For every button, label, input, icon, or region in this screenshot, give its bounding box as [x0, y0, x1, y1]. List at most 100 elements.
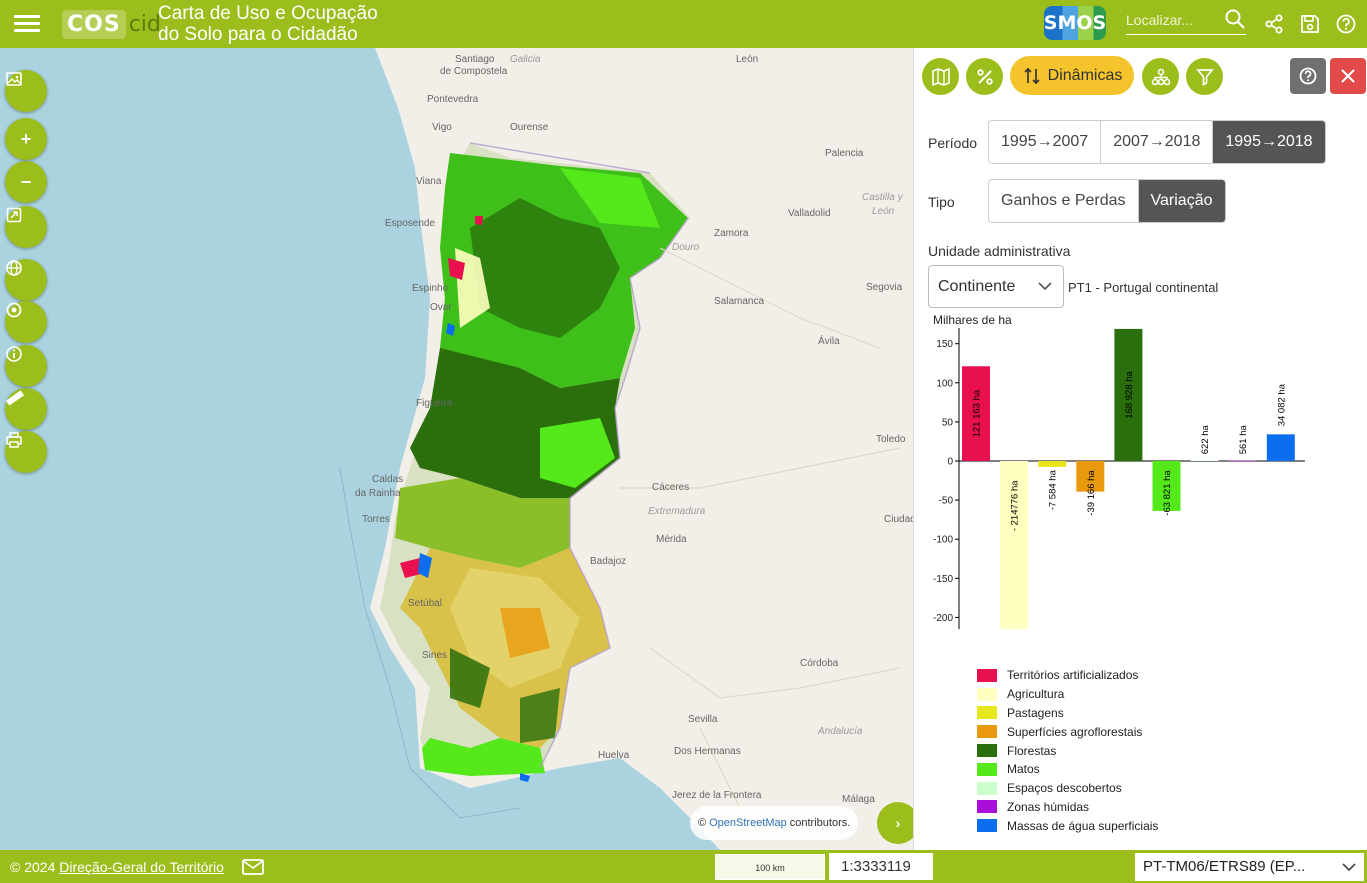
legend-swatch: [977, 725, 997, 739]
periodo-option-active[interactable]: 1995→2018: [1213, 121, 1325, 163]
zoom-in-button[interactable]: +: [5, 118, 47, 160]
legend-item: Massas de água superficiais: [977, 816, 1158, 835]
dynamics-panel: Dinâmicas Período 1995→2007 2007→2018 19…: [913, 48, 1367, 850]
zoom-in-icon: +: [20, 128, 32, 149]
help-icon: [1299, 67, 1317, 85]
footer: © 2024 Direção-Geral do Território 100 k…: [0, 850, 1367, 883]
filter-icon: [1195, 68, 1214, 86]
hierarchy-button[interactable]: [1142, 58, 1179, 95]
bar-territ-rios-artificializados: [962, 366, 990, 461]
tipo-option-active[interactable]: Variação: [1138, 180, 1225, 222]
globe-button[interactable]: [5, 259, 47, 301]
data-label: 561 ha: [1238, 425, 1249, 455]
data-label: 168 928 ha: [1124, 370, 1135, 418]
info-button[interactable]: [5, 345, 47, 387]
chart-legend: Territórios artificializados Agricultura P…: [977, 666, 1158, 835]
map-canvas[interactable]: [0, 48, 913, 850]
zoom-out-button[interactable]: −: [5, 161, 47, 203]
periodo-option[interactable]: 2007→2018: [1101, 121, 1214, 163]
app-title: Carta de Uso e Ocupação do Solo para o C…: [158, 3, 378, 45]
image-icon: [6, 72, 22, 86]
data-label: 121 163 ha: [972, 389, 983, 437]
map-attribution: © OpenStreetMap contributors.: [690, 806, 859, 840]
dinamicas-tab[interactable]: Dinâmicas: [1010, 56, 1134, 95]
app-title-line1: Carta de Uso e Ocupação: [158, 3, 378, 24]
map-label: da Rainha: [355, 488, 401, 499]
share-icon[interactable]: [1263, 13, 1285, 35]
map-label: León: [736, 54, 759, 65]
unidade-label: Unidade administrativa: [928, 243, 1071, 259]
periodo-selector: 1995→2007 2007→2018 1995→2018: [988, 120, 1326, 164]
filter-button[interactable]: [1186, 58, 1223, 95]
bar-massas-de-gua-superficiais: [1266, 434, 1295, 461]
y-tick-label: 150: [936, 339, 953, 350]
smos-logo[interactable]: SMOS: [1044, 6, 1106, 40]
expand-button[interactable]: ›: [877, 802, 913, 844]
panel-help-button[interactable]: [1290, 58, 1326, 94]
data-label: -7 584 ha: [1048, 469, 1059, 510]
locate-button[interactable]: [5, 301, 47, 343]
copyright-text: © 2024: [10, 859, 56, 875]
map-view[interactable]: Santiago de Compostela Galicia Pontevedr…: [0, 48, 913, 850]
map-label: Mérida: [656, 534, 687, 545]
app-logo[interactable]: COS cid: [62, 4, 161, 44]
y-tick-label: -200: [933, 613, 953, 624]
map-label: Espinho: [412, 283, 449, 294]
logo-main: COS: [62, 9, 126, 39]
periodo-option[interactable]: 1995→2007: [989, 121, 1102, 163]
data-label: - 214776 ha: [1010, 480, 1021, 531]
map-layers-button[interactable]: [922, 58, 959, 95]
map-label: Torres: [362, 514, 390, 525]
map-label: de Compostela: [440, 66, 508, 77]
chevron-right-icon: ›: [895, 815, 901, 831]
map-label: Pontevedra: [427, 94, 479, 105]
search-icon[interactable]: [1224, 8, 1246, 30]
unidade-select[interactable]: Continente: [928, 265, 1064, 308]
search-box: [1126, 8, 1246, 35]
legend-swatch: [977, 706, 997, 720]
legend-swatch: [977, 762, 997, 776]
statistics-button[interactable]: [966, 58, 1003, 95]
map-label: Andalucía: [818, 726, 863, 737]
search-input[interactable]: [1126, 8, 1221, 32]
legend-swatch: [977, 744, 997, 758]
measure-button[interactable]: [5, 388, 47, 430]
print-button[interactable]: [5, 431, 47, 473]
legend-swatch: [977, 781, 997, 795]
save-icon[interactable]: [1299, 13, 1321, 35]
basemap-button[interactable]: [5, 70, 47, 112]
scale-value[interactable]: 1:3333119: [829, 853, 933, 880]
bar-espa-os-descobertos: [1190, 460, 1219, 462]
tipo-option[interactable]: Ganhos e Perdas: [989, 180, 1139, 222]
org-link[interactable]: Direção-Geral do Território: [59, 859, 224, 875]
app-title-line2: do Solo para o Cidadão: [158, 24, 358, 45]
logo-sub: cid: [128, 11, 161, 37]
fullscreen-button[interactable]: [5, 206, 47, 248]
map-label: Badajoz: [590, 556, 627, 567]
map-label: Cáceres: [652, 482, 690, 493]
mail-icon[interactable]: [242, 859, 264, 875]
bar-florestas: [1114, 328, 1143, 461]
data-label: -39 166 ha: [1086, 470, 1097, 516]
scale-bar: 100 km: [715, 854, 825, 880]
map-label: Caldas: [372, 474, 404, 485]
menu-icon[interactable]: [14, 12, 40, 36]
legend-swatch: [977, 800, 997, 814]
attribution-prefix: ©: [698, 817, 707, 829]
data-label: -63 821 ha: [1162, 470, 1173, 516]
legend-item: Agricultura: [977, 685, 1158, 704]
projection-select[interactable]: PT-TM06/ETRS89 (EP...: [1135, 853, 1364, 881]
map-label: León: [872, 206, 895, 217]
help-icon[interactable]: [1335, 13, 1357, 35]
map-label: Esposende: [385, 218, 436, 229]
panel-close-button[interactable]: [1330, 58, 1366, 94]
y-tick-label: 0: [947, 457, 953, 468]
osm-link[interactable]: OpenStreetMap: [709, 817, 787, 829]
legend-item: Zonas húmidas: [977, 798, 1158, 817]
legend-label: Agricultura: [1007, 687, 1065, 702]
unidade-code: PT1 - Portugal continental: [1068, 280, 1219, 295]
map-label: Valladolid: [788, 208, 831, 219]
legend-item: Territórios artificializados: [977, 666, 1158, 685]
data-label: 622 ha: [1200, 424, 1211, 454]
map-label: Figueira: [416, 398, 453, 409]
